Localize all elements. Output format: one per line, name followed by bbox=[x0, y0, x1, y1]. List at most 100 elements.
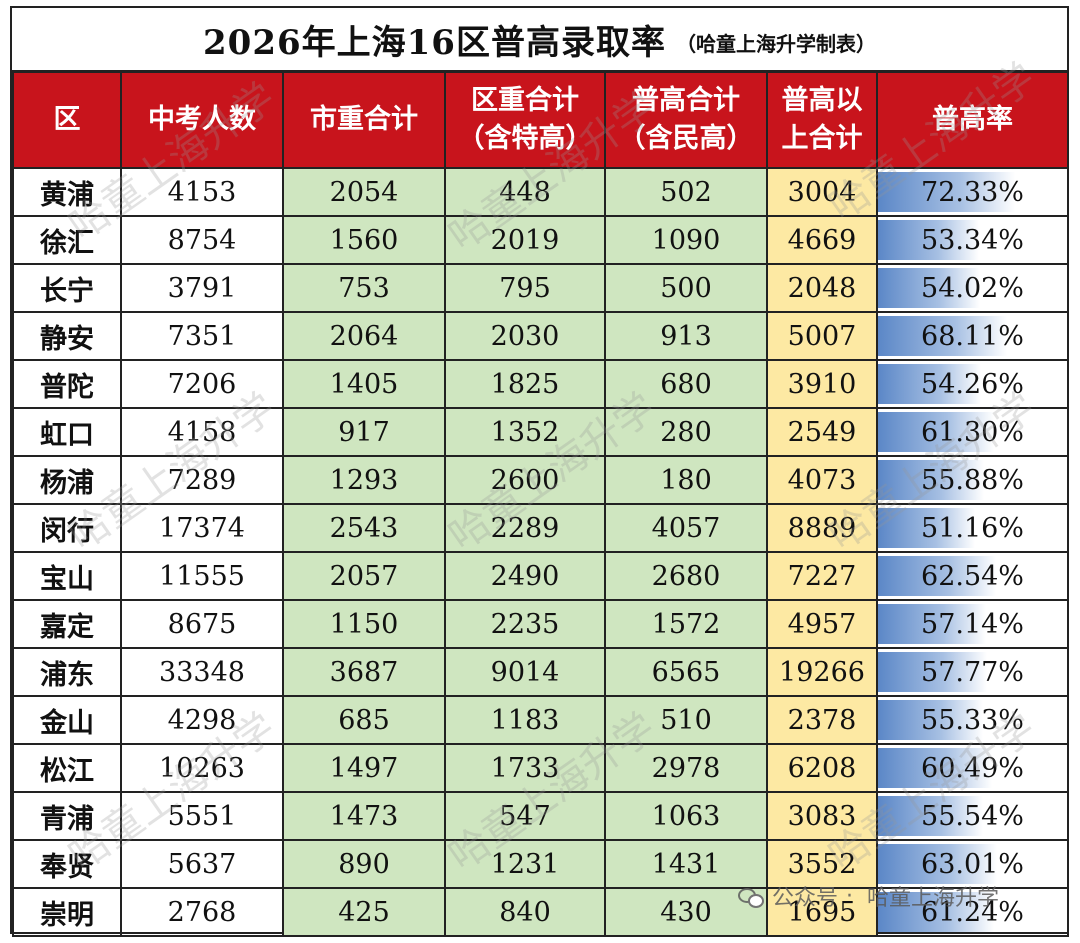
rate-value: 62.54% bbox=[921, 560, 1024, 592]
total-cell: 2549 bbox=[766, 407, 878, 457]
total-cell: 5007 bbox=[766, 311, 878, 361]
rate-bar bbox=[878, 796, 983, 836]
total-cell: 8889 bbox=[766, 503, 878, 553]
district-key-cell: 2235 bbox=[444, 599, 606, 649]
rate-value: 54.26% bbox=[921, 368, 1024, 400]
column-header-line1: 中考人数 bbox=[148, 104, 256, 135]
table-row: 浦东 33348 3687 9014 6565 19266 57.77% bbox=[12, 647, 1069, 697]
students-cell: 5637 bbox=[120, 839, 284, 889]
city-key-cell: 2543 bbox=[282, 503, 446, 553]
district-key-cell: 547 bbox=[444, 791, 606, 841]
subtitle-text: （哈童上海升学制表） bbox=[675, 31, 876, 56]
district-cell: 松江 bbox=[12, 743, 122, 793]
general-cell: 2978 bbox=[604, 743, 768, 793]
total-cell: 3552 bbox=[766, 839, 878, 889]
column-header-line1: 普高以 bbox=[781, 85, 863, 116]
city-key-cell: 2064 bbox=[282, 311, 446, 361]
district-key-cell: 448 bbox=[444, 167, 606, 217]
district-cell: 浦东 bbox=[12, 647, 122, 697]
general-cell: 502 bbox=[604, 167, 768, 217]
district-key-cell: 2019 bbox=[444, 215, 606, 265]
students-cell: 33348 bbox=[120, 647, 284, 697]
table-row: 宝山 11555 2057 2490 2680 7227 62.54% bbox=[12, 551, 1069, 601]
total-cell: 1695 bbox=[766, 887, 878, 937]
rate-cell: 57.14% bbox=[876, 599, 1069, 649]
wechat-name: 哈童上海升学 bbox=[867, 886, 1000, 911]
table-row: 青浦 5551 1473 547 1063 3083 55.54% bbox=[12, 791, 1069, 841]
total-cell: 7227 bbox=[766, 551, 878, 601]
district-cell: 黄浦 bbox=[12, 167, 122, 217]
column-header-line1: 普高率 bbox=[932, 104, 1013, 135]
district-cell: 金山 bbox=[12, 695, 122, 745]
district-cell: 嘉定 bbox=[12, 599, 122, 649]
rate-bar bbox=[878, 412, 994, 452]
students-cell: 4298 bbox=[120, 695, 284, 745]
rate-value: 68.11% bbox=[921, 320, 1024, 352]
rate-value: 61.24% bbox=[921, 896, 1024, 928]
table-row: 松江 10263 1497 1733 2978 6208 60.49% bbox=[12, 743, 1069, 793]
district-key-cell: 795 bbox=[444, 263, 606, 313]
table-row: 嘉定 8675 1150 2235 1572 4957 57.14% bbox=[12, 599, 1069, 649]
city-key-cell: 1150 bbox=[282, 599, 446, 649]
students-cell: 10263 bbox=[120, 743, 284, 793]
district-cell: 虹口 bbox=[12, 407, 122, 457]
city-key-cell: 685 bbox=[282, 695, 446, 745]
rate-value: 55.54% bbox=[921, 800, 1024, 832]
rate-cell: 63.01% bbox=[876, 839, 1069, 889]
rate-bar bbox=[878, 268, 981, 308]
rate-cell: 62.54% bbox=[876, 551, 1069, 601]
district-cell: 宝山 bbox=[12, 551, 122, 601]
table-row: 奉贤 5637 890 1231 1431 3552 63.01% bbox=[12, 839, 1069, 889]
table-row: 静安 7351 2064 2030 913 5007 68.11% bbox=[12, 311, 1069, 361]
students-cell: 2768 bbox=[120, 887, 284, 937]
city-key-cell: 753 bbox=[282, 263, 446, 313]
district-key-cell: 1352 bbox=[444, 407, 606, 457]
rate-cell: 60.49% bbox=[876, 743, 1069, 793]
students-cell: 11555 bbox=[120, 551, 284, 601]
city-key-cell: 1293 bbox=[282, 455, 446, 505]
district-cell: 静安 bbox=[12, 311, 122, 361]
total-cell: 4669 bbox=[766, 215, 878, 265]
city-key-cell: 1560 bbox=[282, 215, 446, 265]
general-cell: 913 bbox=[604, 311, 768, 361]
rate-cell: 55.54% bbox=[876, 791, 1069, 841]
city-key-cell: 1405 bbox=[282, 359, 446, 409]
rate-cell: 61.30% bbox=[876, 407, 1069, 457]
rate-value: 53.34% bbox=[921, 224, 1024, 256]
district-cell: 青浦 bbox=[12, 791, 122, 841]
rate-bar bbox=[878, 172, 1015, 212]
general-cell: 6565 bbox=[604, 647, 768, 697]
rate-value: 63.01% bbox=[921, 848, 1024, 880]
general-cell: 1572 bbox=[604, 599, 768, 649]
students-cell: 7206 bbox=[120, 359, 284, 409]
column-header-line2: （含特高） bbox=[457, 123, 593, 154]
general-cell: 1431 bbox=[604, 839, 768, 889]
total-cell: 3910 bbox=[766, 359, 878, 409]
column-header-line1: 区 bbox=[53, 104, 81, 135]
table-row: 长宁 3791 753 795 500 2048 54.02% bbox=[12, 263, 1069, 313]
rate-bar bbox=[878, 652, 988, 692]
students-cell: 5551 bbox=[120, 791, 284, 841]
table-row: 普陀 7206 1405 1825 680 3910 54.26% bbox=[12, 359, 1069, 409]
general-cell: 510 bbox=[604, 695, 768, 745]
rate-bar bbox=[878, 844, 998, 884]
rate-cell: 51.16% bbox=[876, 503, 1069, 553]
rate-cell: 57.77% bbox=[876, 647, 1069, 697]
rate-cell: 54.02% bbox=[876, 263, 1069, 313]
rate-bar bbox=[878, 316, 1007, 356]
general-cell: 680 bbox=[604, 359, 768, 409]
table-row: 虹口 4158 917 1352 280 2549 61.30% bbox=[12, 407, 1069, 457]
district-cell: 闵行 bbox=[12, 503, 122, 553]
table-frame: 2026年上海16区普高录取率 （哈童上海升学制表） 区中考人数 市重合计 区重合计… bbox=[10, 6, 1069, 937]
city-key-cell: 425 bbox=[282, 887, 446, 937]
students-cell: 8754 bbox=[120, 215, 284, 265]
city-key-cell: 2054 bbox=[282, 167, 446, 217]
table-row: 杨浦 7289 1293 2600 180 4073 55.88% bbox=[12, 455, 1069, 505]
column-header-line1: 市重合计 bbox=[310, 104, 418, 135]
district-key-cell: 2030 bbox=[444, 311, 606, 361]
rate-value: 72.33% bbox=[921, 176, 1024, 208]
general-cell: 1063 bbox=[604, 791, 768, 841]
district-cell: 杨浦 bbox=[12, 455, 122, 505]
city-key-cell: 890 bbox=[282, 839, 446, 889]
district-key-cell: 1231 bbox=[444, 839, 606, 889]
